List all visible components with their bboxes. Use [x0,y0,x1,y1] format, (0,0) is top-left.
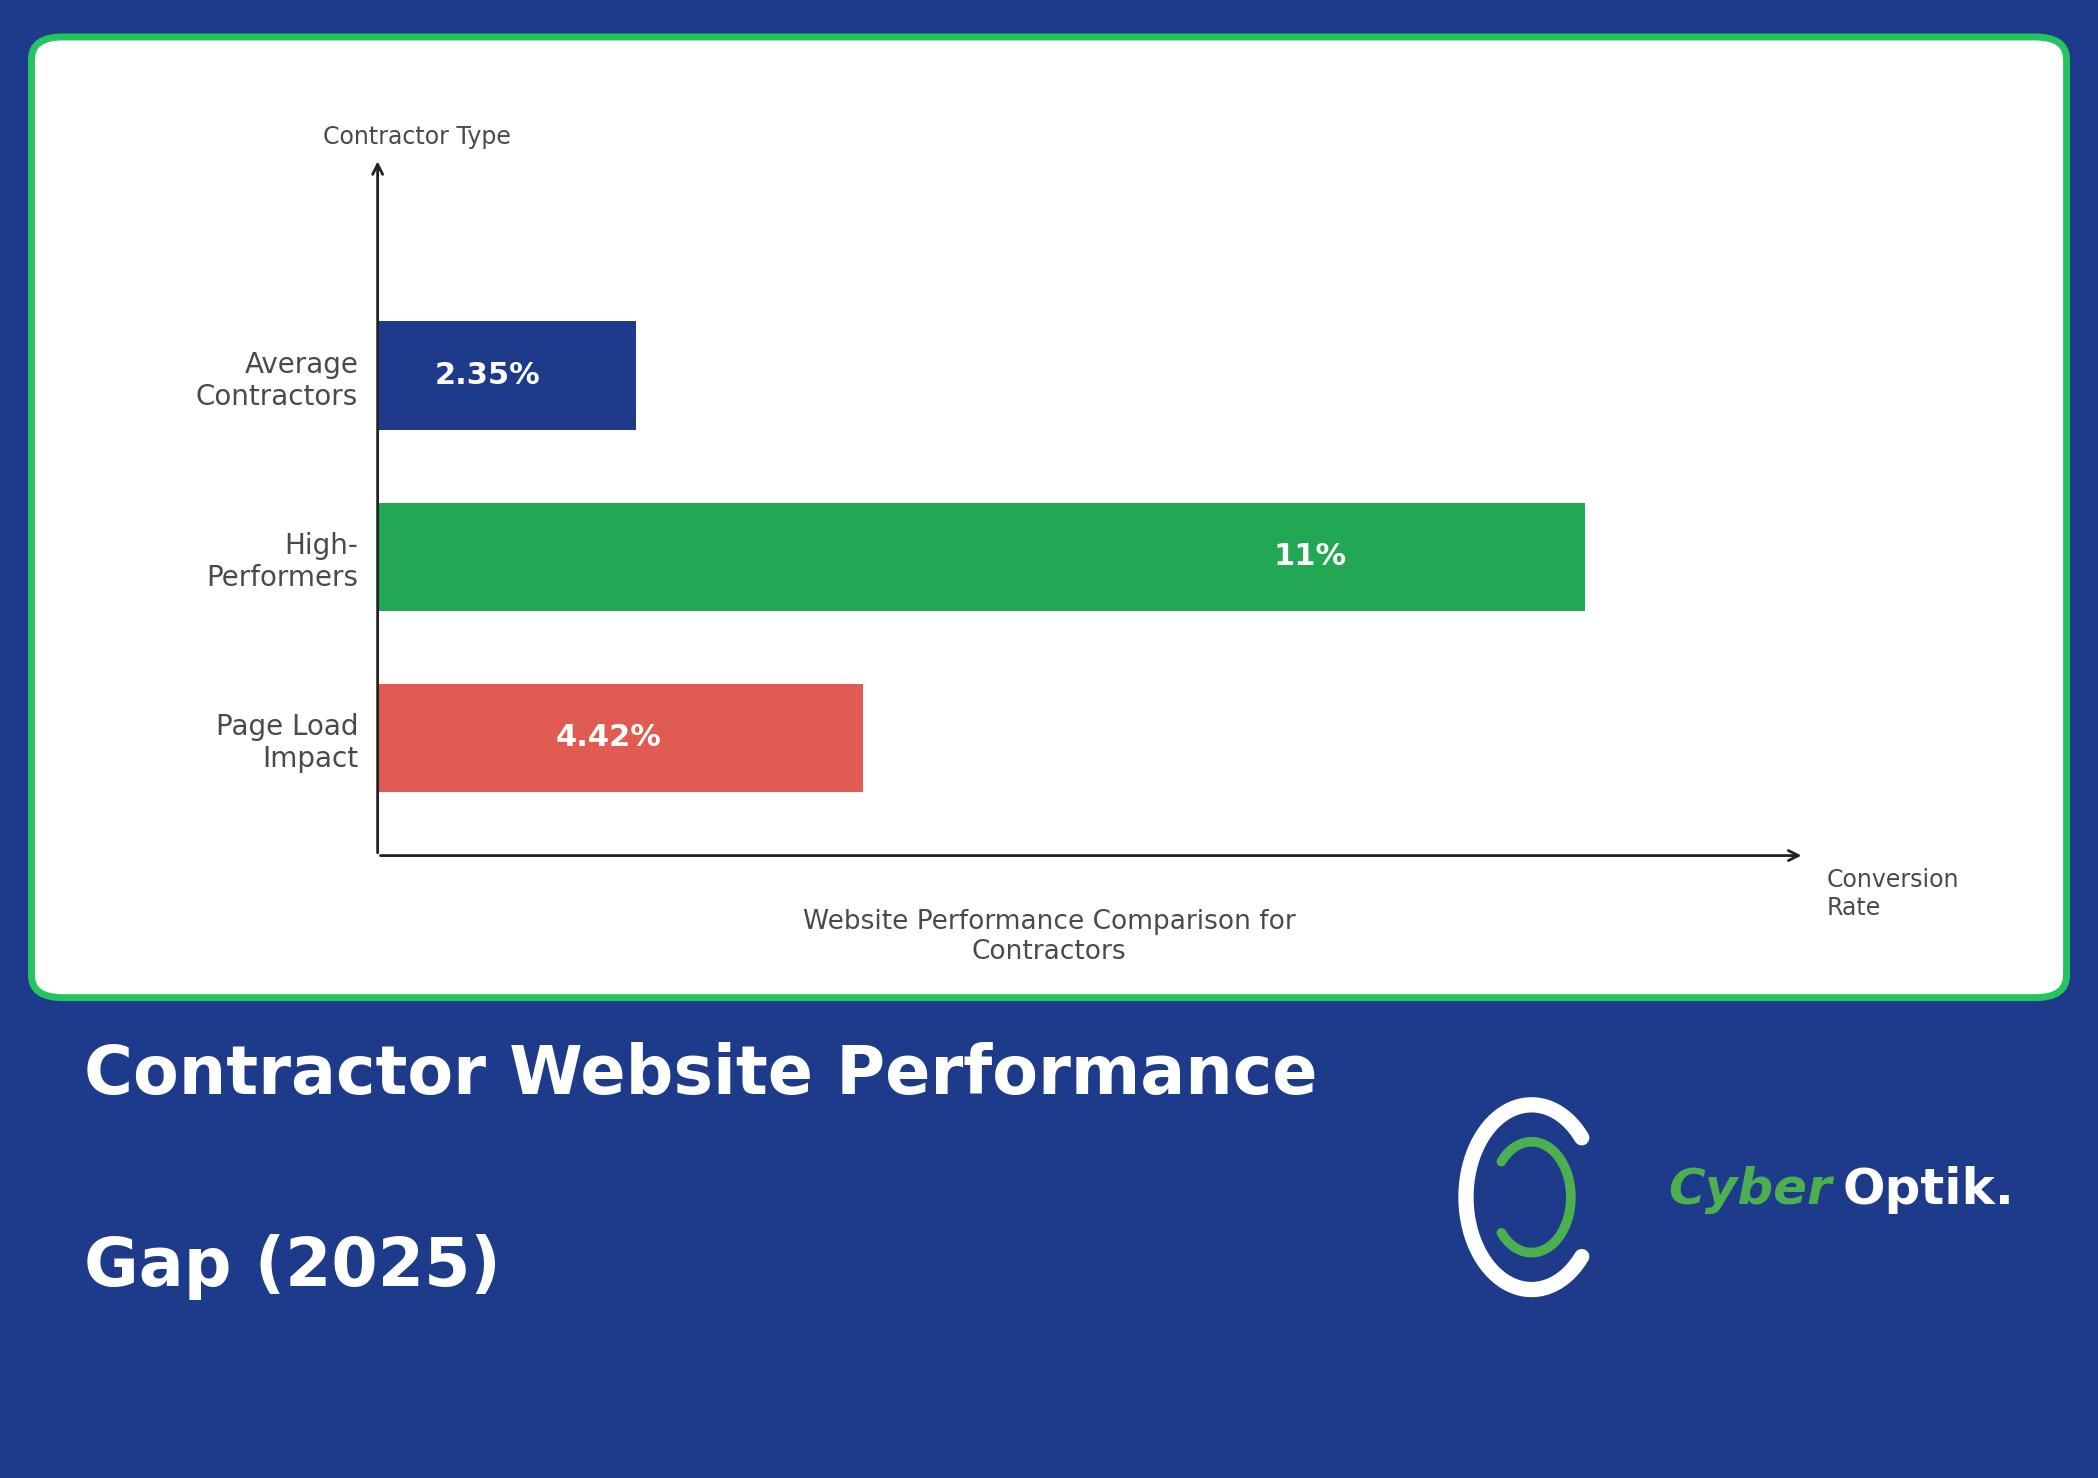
Text: Optik.: Optik. [1842,1166,2014,1213]
Text: Conversion
Rate: Conversion Rate [1825,868,1960,919]
Text: Website Performance Comparison for
Contractors: Website Performance Comparison for Contr… [804,909,1294,965]
FancyBboxPatch shape [31,37,2067,998]
Text: Contractor Type: Contractor Type [323,126,510,149]
Text: Contractor Website Performance: Contractor Website Performance [84,1042,1318,1108]
Bar [378,503,1584,610]
Text: 4.42%: 4.42% [556,723,661,752]
Text: Gap (2025): Gap (2025) [84,1234,501,1301]
Text: 2.35%: 2.35% [434,361,541,390]
Bar [378,683,862,792]
Bar [378,321,636,430]
Text: 11%: 11% [1273,542,1347,572]
Text: Cyber: Cyber [1668,1166,1832,1213]
